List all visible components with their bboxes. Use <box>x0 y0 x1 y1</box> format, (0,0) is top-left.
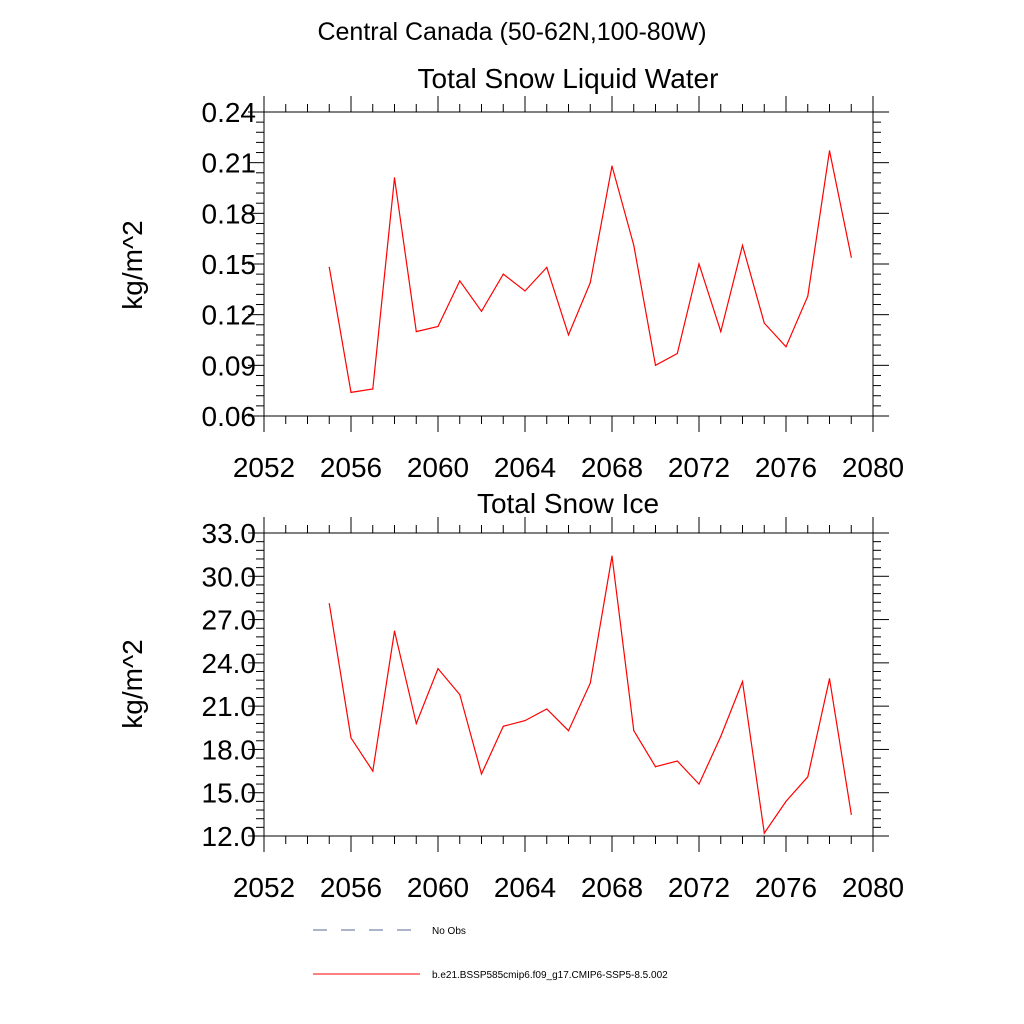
data-point <box>372 770 374 772</box>
y-tick-label: 15.0 <box>202 778 257 809</box>
data-point <box>741 681 744 683</box>
y-tick-label: 12.0 <box>202 821 257 852</box>
x-tick-label: 2056 <box>320 872 382 903</box>
y-tick-label: 0.18 <box>202 198 257 229</box>
data-point <box>720 735 722 738</box>
x-tick-label: 2076 <box>755 872 817 903</box>
legend-label-no-obs: No Obs <box>432 926 466 937</box>
x-tick-label: 2052 <box>233 452 295 483</box>
plot-frame <box>263 532 874 837</box>
data-point <box>524 290 526 292</box>
data-point <box>611 555 613 557</box>
data-point <box>741 244 744 247</box>
data-point <box>654 766 657 768</box>
data-point <box>480 310 483 312</box>
data-point <box>633 730 635 732</box>
x-tick-label: 2052 <box>233 872 295 903</box>
data-point <box>676 760 678 762</box>
y-tick-label: 30.0 <box>202 561 257 592</box>
data-point <box>720 330 722 333</box>
y-tick-label: 0.15 <box>202 249 257 280</box>
y-tick-label: 0.06 <box>202 401 257 432</box>
x-tick-label: 2080 <box>842 872 904 903</box>
x-tick-label: 2072 <box>668 872 730 903</box>
data-point <box>437 668 439 670</box>
panel-snow-ice: Total Snow Ice kg/m^2 2052 2056 2060 2064 20… <box>117 488 904 903</box>
data-point <box>698 263 700 265</box>
figure-title: Central Canada (50-62N,100-80W) <box>317 18 707 46</box>
y-tick-label: 0.09 <box>202 350 257 381</box>
data-point <box>589 281 591 284</box>
data-point <box>502 273 504 275</box>
data-point <box>480 773 483 775</box>
data-point <box>372 388 374 390</box>
y-tick-label: 0.21 <box>202 148 257 179</box>
y-tick-label: 18.0 <box>202 734 257 765</box>
data-point <box>567 334 570 336</box>
data-point <box>698 783 700 785</box>
data-point <box>350 737 352 739</box>
y-tick-label: 21.0 <box>202 691 257 722</box>
legend: No Obs b.e21.BSSP585cmip6.f09_g17.CMIP6-… <box>313 926 668 981</box>
y-axis-label: kg/m^2 <box>117 639 148 728</box>
x-tick-label: 2076 <box>755 452 817 483</box>
x-tick-label: 2068 <box>581 452 643 483</box>
data-point <box>850 813 852 815</box>
x-tick-label: 2056 <box>320 452 382 483</box>
data-point <box>567 730 570 732</box>
y-tick-label: 0.12 <box>202 300 257 331</box>
data-point <box>763 832 765 834</box>
y-tick-label: 24.0 <box>202 648 257 679</box>
data-point <box>459 694 461 696</box>
data-point <box>763 322 765 324</box>
data-point <box>437 325 439 328</box>
panel-title: Total Snow Liquid Water <box>418 63 719 94</box>
y-axis-label: kg/m^2 <box>117 220 148 309</box>
data-point <box>393 630 396 632</box>
data-point <box>785 346 787 348</box>
data-point <box>524 719 526 722</box>
data-point <box>807 295 809 297</box>
data-point <box>546 266 548 268</box>
x-tick-label: 2060 <box>407 872 469 903</box>
data-point <box>546 708 548 710</box>
data-point <box>654 364 657 366</box>
y-tick-label: 27.0 <box>202 605 257 636</box>
series-line <box>328 150 852 394</box>
data-point <box>676 352 678 355</box>
x-tick-label: 2068 <box>581 872 643 903</box>
data-point <box>589 682 591 684</box>
plot-frame <box>263 111 874 417</box>
data-point <box>350 391 352 393</box>
data-point <box>807 776 809 778</box>
data-point <box>328 603 330 605</box>
legend-label-model: b.e21.BSSP585cmip6.f09_g17.CMIP6-SSP5-8.… <box>432 970 668 981</box>
data-point <box>611 165 613 167</box>
panel-snow-liquid-water: Total Snow Liquid Water kg/m^2 2052 2056 2… <box>117 63 904 483</box>
data-point <box>415 722 417 725</box>
data-point <box>850 256 852 258</box>
data-point <box>828 678 831 680</box>
series-line <box>328 555 852 835</box>
y-tick-label: 33.0 <box>202 518 257 549</box>
x-tick-label: 2080 <box>842 452 904 483</box>
data-point <box>328 266 330 268</box>
y-tick-label: 0.24 <box>202 97 257 128</box>
data-point <box>785 800 787 802</box>
data-point <box>633 244 635 247</box>
data-point <box>502 725 504 727</box>
panel-title: Total Snow Ice <box>477 488 659 519</box>
data-point <box>393 177 396 179</box>
x-tick-label: 2072 <box>668 452 730 483</box>
data-point <box>459 280 461 282</box>
x-tick-label: 2064 <box>494 452 556 483</box>
x-tick-label: 2060 <box>407 452 469 483</box>
x-tick-label: 2064 <box>494 872 556 903</box>
data-point <box>415 330 417 333</box>
data-point <box>828 150 831 152</box>
